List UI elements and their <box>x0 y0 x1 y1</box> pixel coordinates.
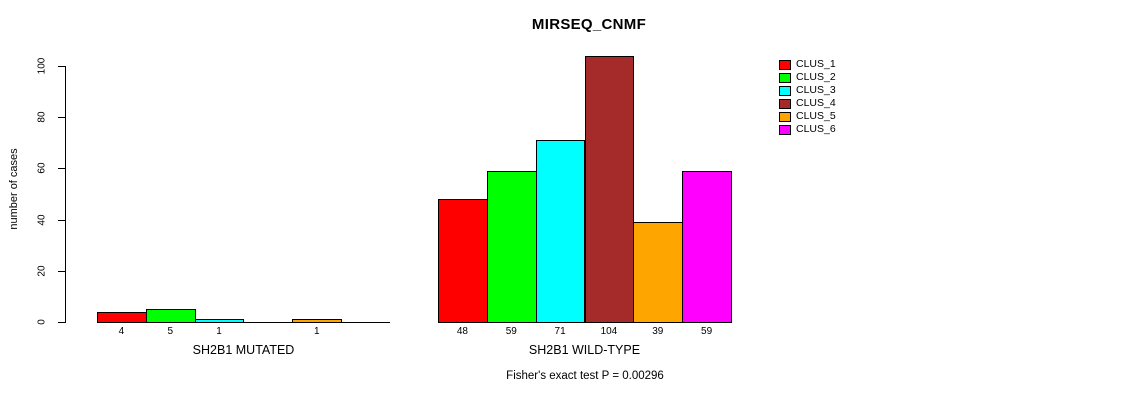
legend-label: CLUS_1 <box>796 58 836 70</box>
bar-value-label: 4 <box>118 326 125 337</box>
legend-swatch <box>779 59 791 70</box>
bar-value-label: 104 <box>600 326 618 337</box>
bar-clus_3 <box>194 319 245 323</box>
legend-item: CLUS_5 <box>779 110 836 123</box>
legend-item: CLUS_4 <box>779 97 836 110</box>
fisher-test-footnote: Fisher's exact test P = 0.00296 <box>506 370 664 382</box>
bar-clus_2 <box>486 171 537 323</box>
legend-item: CLUS_1 <box>779 58 836 71</box>
bar-clus_1 <box>97 312 147 323</box>
y-tick-mark <box>58 168 65 170</box>
legend-label: CLUS_3 <box>796 84 836 96</box>
y-tick-label: 100 <box>36 57 48 75</box>
legend-swatch <box>779 124 791 135</box>
x-group-label: SH2B1 MUTATED <box>192 343 295 357</box>
y-tick-label: 20 <box>36 265 48 277</box>
bar-clus_5 <box>292 319 343 323</box>
legend-swatch <box>779 98 791 109</box>
legend-swatch <box>779 72 791 83</box>
bar-clus_5 <box>633 222 684 323</box>
bar-value-label: 59 <box>505 326 517 337</box>
chart-title: MIRSEQ_CNMF <box>531 16 647 33</box>
legend-swatch <box>779 111 791 122</box>
y-axis-label: number of cases <box>8 148 20 230</box>
y-tick-mark <box>58 270 65 272</box>
y-tick-label: 60 <box>36 162 48 174</box>
y-tick-label: 40 <box>36 214 48 226</box>
legend-label: CLUS_2 <box>796 71 836 83</box>
y-tick-label: 80 <box>36 111 48 123</box>
x-group-label: SH2B1 WILD-TYPE <box>528 343 641 357</box>
legend-item: CLUS_3 <box>779 84 836 97</box>
bar-value-label: 59 <box>701 326 713 337</box>
bar-clus_2 <box>145 309 196 323</box>
legend-label: CLUS_4 <box>796 97 836 109</box>
y-tick-mark <box>58 219 65 221</box>
bar-clus_6 <box>682 171 732 323</box>
y-tick-mark <box>58 66 65 67</box>
bar-value-label: 71 <box>554 326 566 337</box>
y-tick-mark <box>58 322 65 323</box>
bar-clus_1 <box>438 199 488 323</box>
y-tick-mark <box>58 117 65 119</box>
bar-clus_4 <box>584 56 635 323</box>
legend: CLUS_1 CLUS_2 CLUS_3 CLUS_4 CLUS_5 CLUS_6 <box>779 58 836 136</box>
legend-label: CLUS_6 <box>796 123 836 135</box>
bar-value-label: 39 <box>652 326 664 337</box>
bar-value-label: 48 <box>456 326 468 337</box>
bar-clus_3 <box>535 140 586 323</box>
legend-label: CLUS_5 <box>796 110 836 122</box>
y-axis-line <box>65 66 66 323</box>
legend-item: CLUS_2 <box>779 71 836 84</box>
bar-value-label: 1 <box>313 326 320 337</box>
y-tick-label: 0 <box>36 319 48 325</box>
bar-value-label: 1 <box>216 326 222 337</box>
legend-swatch <box>779 85 791 96</box>
legend-item: CLUS_6 <box>779 123 836 136</box>
bar-value-label: 5 <box>167 326 174 337</box>
